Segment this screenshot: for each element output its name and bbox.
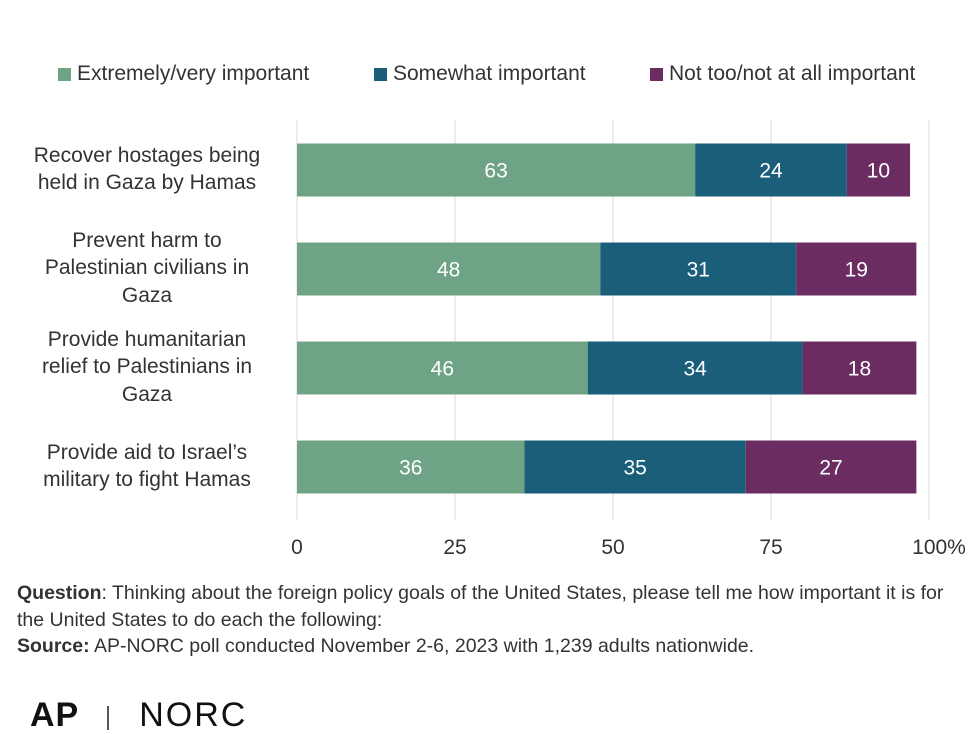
category-label-line: Recover hostages being	[33, 143, 261, 167]
bar-segment	[297, 341, 588, 395]
data-label: 63	[484, 160, 507, 183]
data-label: 34	[683, 358, 707, 381]
category-label-line: held in Gaza by Hamas	[37, 171, 257, 194]
chart-legend: Extremely/very important Somewhat importa…	[0, 62, 980, 92]
data-label: 36	[399, 457, 422, 480]
bar-segment	[587, 341, 803, 395]
data-label: 35	[623, 457, 646, 480]
bar-segment	[297, 242, 601, 296]
source-note: Source: AP-NORC poll conducted November …	[17, 633, 967, 660]
data-label: 46	[431, 358, 454, 381]
legend-item: Not too/not at all important	[650, 62, 915, 86]
category-label: Recover hostages being held in Gaza by Ha…	[12, 142, 282, 197]
category-label-line: Palestinian civilians in	[44, 256, 250, 280]
bar-segment	[297, 440, 525, 494]
category-label-line: Provide aid to Israel’s	[46, 440, 248, 464]
data-label: 31	[687, 259, 710, 282]
norc-logo: NORC	[139, 696, 248, 734]
bar-segment	[745, 440, 917, 494]
data-label: 48	[437, 259, 460, 282]
x-tick-label: 0	[291, 536, 303, 559]
stacked-bar-chart: 0 25 50 75 100% 63 24 10 48 31 19 46 34 18 36 35 27 Extr…	[0, 62, 980, 559]
source-label: Source:	[17, 635, 90, 657]
legend-swatch	[58, 67, 71, 81]
category-label: Provide humanitarian relief to Palestinia…	[12, 326, 282, 409]
category-label-line: relief to Palestinians in	[41, 355, 253, 379]
question-label: Question	[17, 582, 102, 604]
x-tick-label: 100%	[912, 536, 966, 559]
data-label: 24	[759, 160, 783, 183]
legend-label: Not too/not at all important	[669, 62, 916, 85]
category-label-line: Provide humanitarian	[47, 327, 247, 351]
legend-label: Somewhat important	[393, 62, 586, 85]
category-label: Provide aid to Israel’s military to fight…	[12, 439, 282, 494]
data-label: 18	[848, 358, 871, 381]
category-label-line: Gaza	[121, 283, 173, 307]
x-tick-label: 25	[443, 536, 466, 559]
legend-item: Somewhat important	[374, 62, 586, 86]
category-label: Prevent harm to Palestinian civilians in G…	[12, 227, 282, 310]
category-label-line: Gaza	[121, 382, 173, 406]
data-label: 10	[867, 160, 890, 183]
data-label: 19	[845, 259, 868, 282]
legend-swatch	[374, 67, 387, 81]
question-text: : Thinking about the foreign policy goal…	[17, 582, 944, 631]
chart-footer: Question: Thinking about the foreign pol…	[17, 580, 967, 660]
legend-swatch	[650, 67, 663, 81]
logo-divider	[107, 706, 110, 730]
bar-segment	[846, 143, 911, 197]
x-tick-label: 75	[759, 536, 782, 559]
legend-label: Extremely/very important	[77, 62, 310, 85]
category-label-line: Prevent harm to	[72, 228, 222, 252]
ap-logo: AP	[30, 696, 80, 734]
logo-row: AP NORC	[30, 696, 248, 734]
question-note: Question: Thinking about the foreign pol…	[17, 580, 967, 633]
bar-segment	[802, 341, 917, 395]
bar-segment	[695, 143, 847, 197]
category-label-line: military to fight Hamas	[43, 468, 251, 491]
data-label: 27	[819, 457, 842, 480]
legend-item: Extremely/very important	[58, 62, 309, 86]
x-tick-label: 50	[601, 536, 624, 559]
bar-segment	[796, 242, 917, 296]
source-text: AP-NORC poll conducted November 2-6, 202…	[89, 635, 755, 657]
bar-segment	[524, 440, 746, 494]
chart-plot-area: 0 25 50 75 100% 63 24 10 48 31 19 46 34 18 36 35 27	[291, 120, 966, 559]
bar-segment	[600, 242, 797, 296]
bar-segment	[297, 143, 696, 197]
